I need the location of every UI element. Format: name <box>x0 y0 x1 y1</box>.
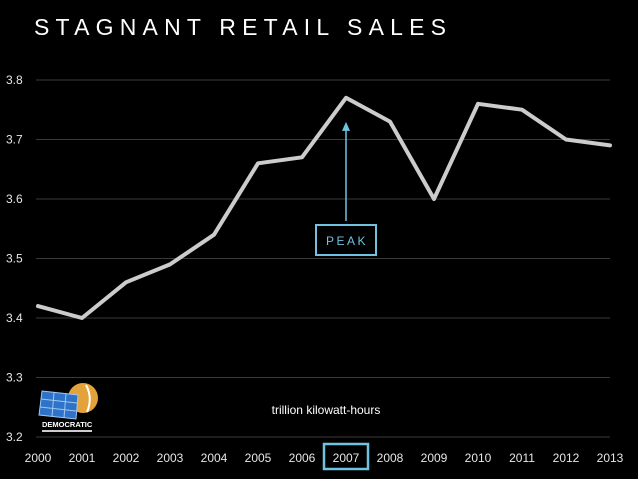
y-tick-label: 3.4 <box>6 311 23 325</box>
x-tick-label: 2003 <box>157 451 184 465</box>
logo: DEMOCRATIC <box>38 383 98 432</box>
y-tick-label: 3.3 <box>6 371 23 385</box>
x-tick-label: 2002 <box>113 451 140 465</box>
chart-title: STAGNANT RETAIL SALES <box>34 14 453 40</box>
peak-annotation: PEAK <box>315 121 377 471</box>
x-tick-label: 2007 <box>333 451 360 465</box>
x-tick-label: 2001 <box>69 451 96 465</box>
grid-lines <box>36 79 610 438</box>
series-line <box>36 95 612 320</box>
x-tick-label: 2008 <box>377 451 404 465</box>
logo-text: DEMOCRATIC <box>42 420 93 429</box>
peak-label-box <box>315 224 377 256</box>
unit-label: trillion kilowatt-hours <box>272 403 381 417</box>
highlighted-tick-box <box>322 442 370 471</box>
y-tick-label: 3.7 <box>6 133 23 147</box>
peak-label: PEAK <box>326 234 368 248</box>
solar-panel-icon <box>38 390 79 420</box>
x-tick-label: 2004 <box>201 451 228 465</box>
x-tick-label: 2000 <box>25 451 52 465</box>
x-tick-label: 2013 <box>597 451 624 465</box>
y-tick-label: 3.2 <box>6 430 23 444</box>
y-tick-label: 3.6 <box>6 192 23 206</box>
y-tick-label: 3.5 <box>6 252 23 266</box>
x-tick-label: 2012 <box>553 451 580 465</box>
peak-arrowhead <box>342 121 350 131</box>
y-axis: 3.2 3.3 3.4 3.5 3.6 3.7 3.8 <box>6 73 23 444</box>
y-tick-label: 3.8 <box>6 73 23 87</box>
x-tick-label: 2010 <box>465 451 492 465</box>
x-axis: 2000 2001 2002 2003 2004 2005 2006 2007 2008 2009… <box>25 451 624 465</box>
x-tick-label: 2005 <box>245 451 272 465</box>
x-tick-label: 2009 <box>421 451 448 465</box>
x-tick-label: 2011 <box>509 451 535 465</box>
x-tick-label: 2006 <box>289 451 316 465</box>
